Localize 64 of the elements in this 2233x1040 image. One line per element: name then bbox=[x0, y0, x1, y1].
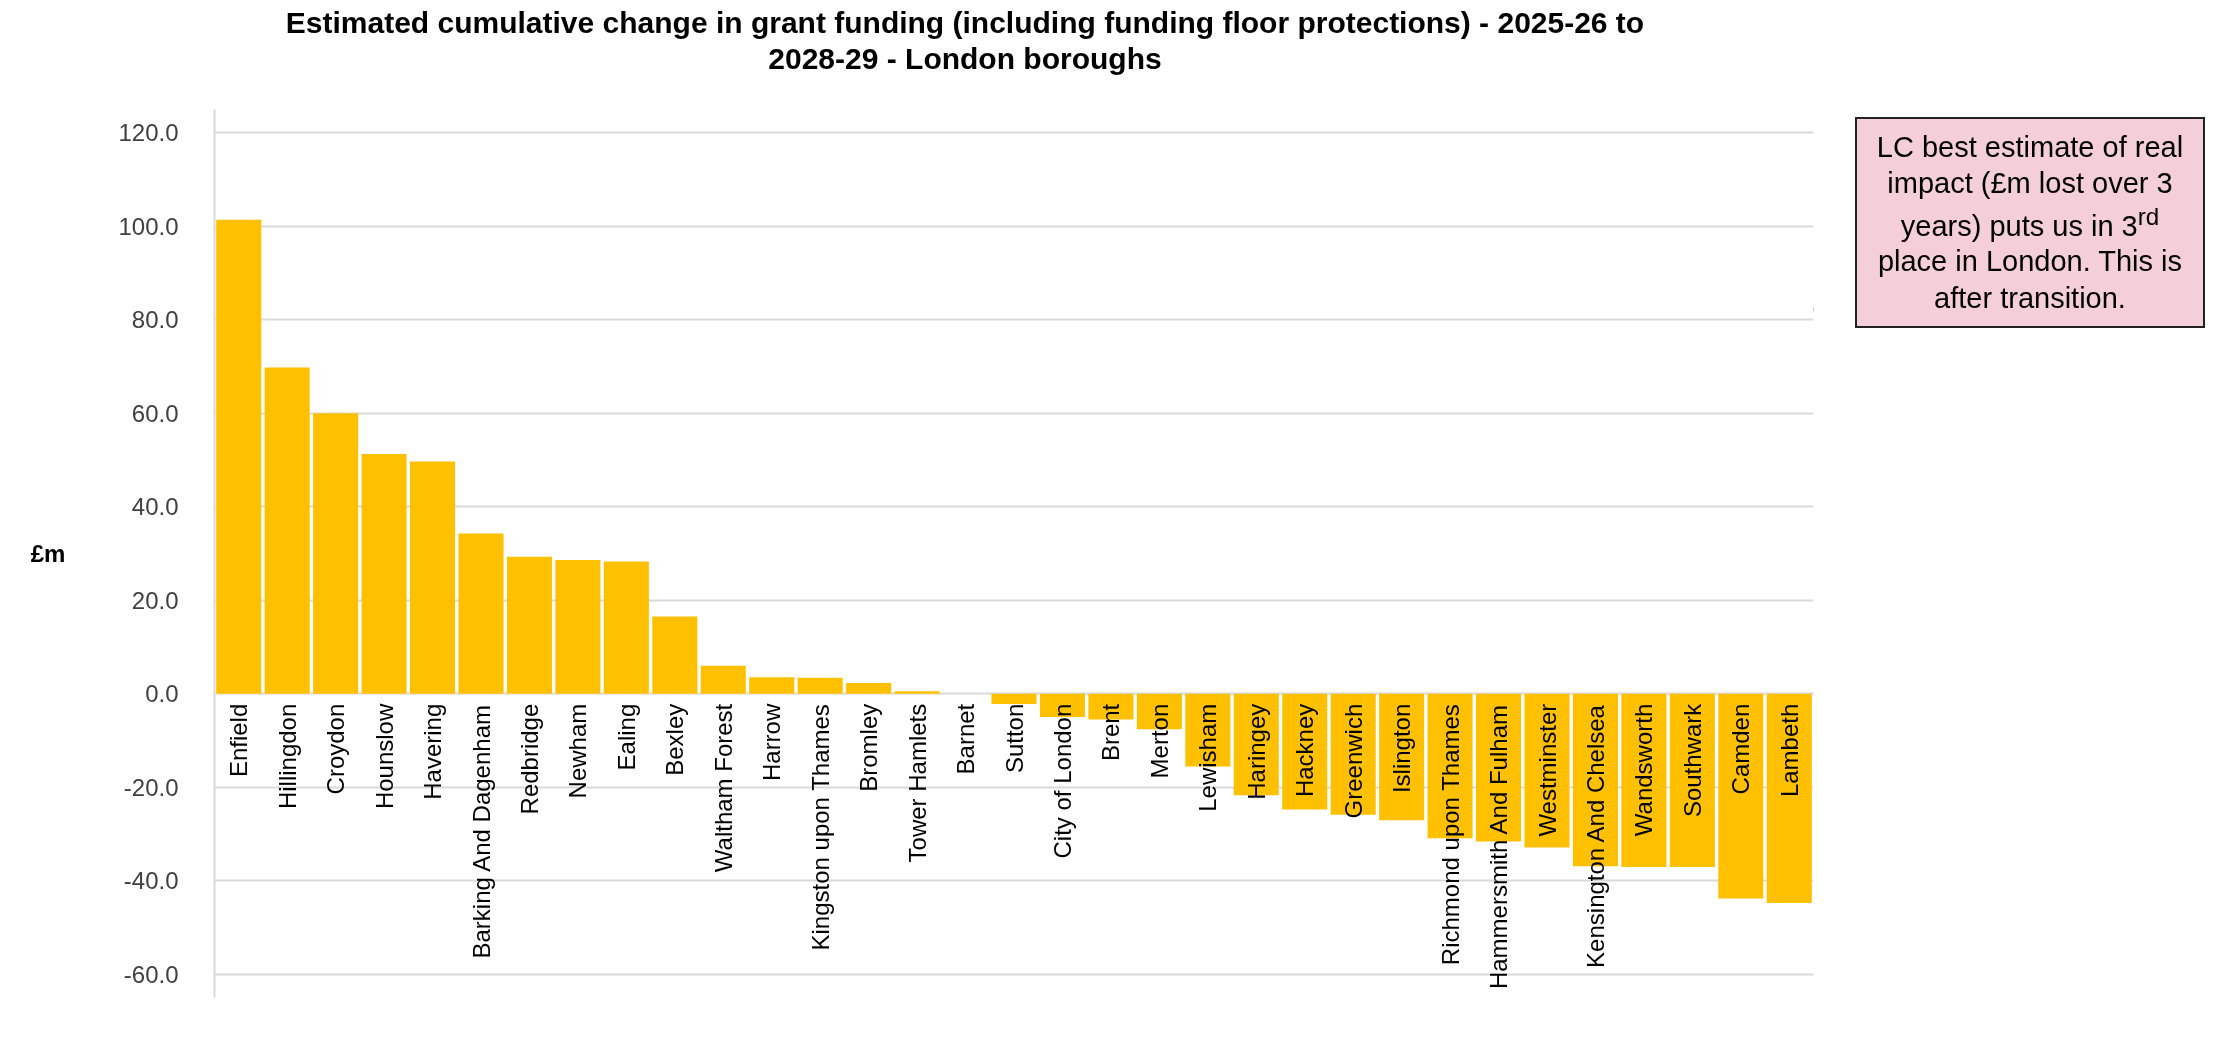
bar bbox=[603, 561, 649, 694]
x-tick-label: Westminster bbox=[1533, 703, 1561, 837]
bar bbox=[361, 453, 407, 694]
x-tick-label: Enfield bbox=[225, 703, 253, 778]
y-tick-label: 40.0 bbox=[131, 493, 179, 521]
bar bbox=[846, 682, 892, 694]
x-tick-label: Lewisham bbox=[1194, 703, 1222, 812]
x-tick-label: Havering bbox=[419, 703, 447, 800]
x-tick-label: Ealing bbox=[612, 703, 640, 771]
x-tick-label: Harrow bbox=[758, 703, 786, 782]
bar bbox=[410, 461, 456, 694]
x-tick-label: Lambeth bbox=[1775, 703, 1803, 798]
y-tick-label: 120.0 bbox=[118, 119, 179, 147]
bar bbox=[700, 665, 746, 694]
x-tick-label: Barking And Dagenham bbox=[467, 705, 495, 959]
x-tick-label: Southwark bbox=[1678, 702, 1706, 818]
bar bbox=[555, 560, 601, 694]
x-tick-label: Richmond upon Thames bbox=[1436, 704, 1464, 966]
x-tick-label: Sutton bbox=[1000, 703, 1028, 774]
y-tick-label: 0.0 bbox=[145, 680, 179, 708]
x-tick-label: Haringey bbox=[1242, 703, 1270, 800]
bar bbox=[506, 556, 552, 694]
bar bbox=[313, 413, 359, 694]
x-tick-label: Brent bbox=[1097, 703, 1125, 762]
bar bbox=[894, 691, 940, 694]
bar bbox=[1766, 693, 1812, 904]
bar bbox=[991, 693, 1037, 704]
x-tick-label: Hillingdon bbox=[273, 703, 301, 810]
x-tick-label: Bromley bbox=[855, 703, 883, 792]
y-tick-label: -60.0 bbox=[123, 960, 179, 988]
x-tick-label: Hounslow bbox=[370, 703, 398, 810]
x-tick-label: Merton bbox=[1145, 703, 1173, 779]
bar bbox=[749, 677, 795, 694]
x-tick-label: Waltham Forest bbox=[709, 703, 737, 873]
x-tick-label: Kingston upon Thames bbox=[806, 704, 834, 951]
bar bbox=[797, 677, 843, 694]
x-tick-label: Bexley bbox=[661, 703, 689, 776]
y-axis-title: £m bbox=[30, 540, 66, 567]
bar bbox=[652, 616, 698, 694]
bar bbox=[1718, 693, 1764, 899]
text: LC best estimate of real impact (£m lost over 3 years) puts us in 3$^{rd}$ place in London. This is after transition. bbox=[1875, 130, 2185, 316]
x-tick-label: Redbridge bbox=[515, 703, 543, 815]
y-tick-label: -40.0 bbox=[123, 867, 179, 895]
chart-title: Estimated cumulative change in grant funding (including funding floor protections) - 2025-26 to 2028-29 - London boroughs bbox=[285, 5, 1645, 77]
y-tick-label: 60.0 bbox=[131, 399, 179, 427]
x-tick-label: Islington bbox=[1388, 703, 1416, 794]
bar bbox=[458, 533, 504, 694]
x-tick-label: Croydon bbox=[322, 703, 350, 795]
x-tick-label: Camden bbox=[1727, 703, 1755, 795]
y-tick-label: 80.0 bbox=[131, 306, 179, 334]
x-tick-label: Hackney bbox=[1291, 703, 1319, 798]
y-tick-label: -20.0 bbox=[123, 773, 179, 801]
bar bbox=[264, 367, 310, 694]
x-tick-label: Barnet bbox=[952, 703, 980, 775]
x-tick-label: Wandsworth bbox=[1630, 703, 1658, 837]
x-tick-label: Tower Hamlets bbox=[903, 703, 931, 863]
x-tick-label: Newham bbox=[564, 703, 592, 799]
bar bbox=[216, 219, 262, 694]
x-tick-label: Greenwich bbox=[1339, 703, 1367, 819]
x-tick-label: Kensington And Chelsea bbox=[1581, 704, 1609, 968]
y-tick-label: 20.0 bbox=[131, 586, 179, 614]
x-tick-label: City of London bbox=[1048, 703, 1076, 859]
x-tick-label: Hammersmith And Fulham bbox=[1485, 705, 1513, 990]
y-tick-label: 100.0 bbox=[118, 212, 179, 240]
